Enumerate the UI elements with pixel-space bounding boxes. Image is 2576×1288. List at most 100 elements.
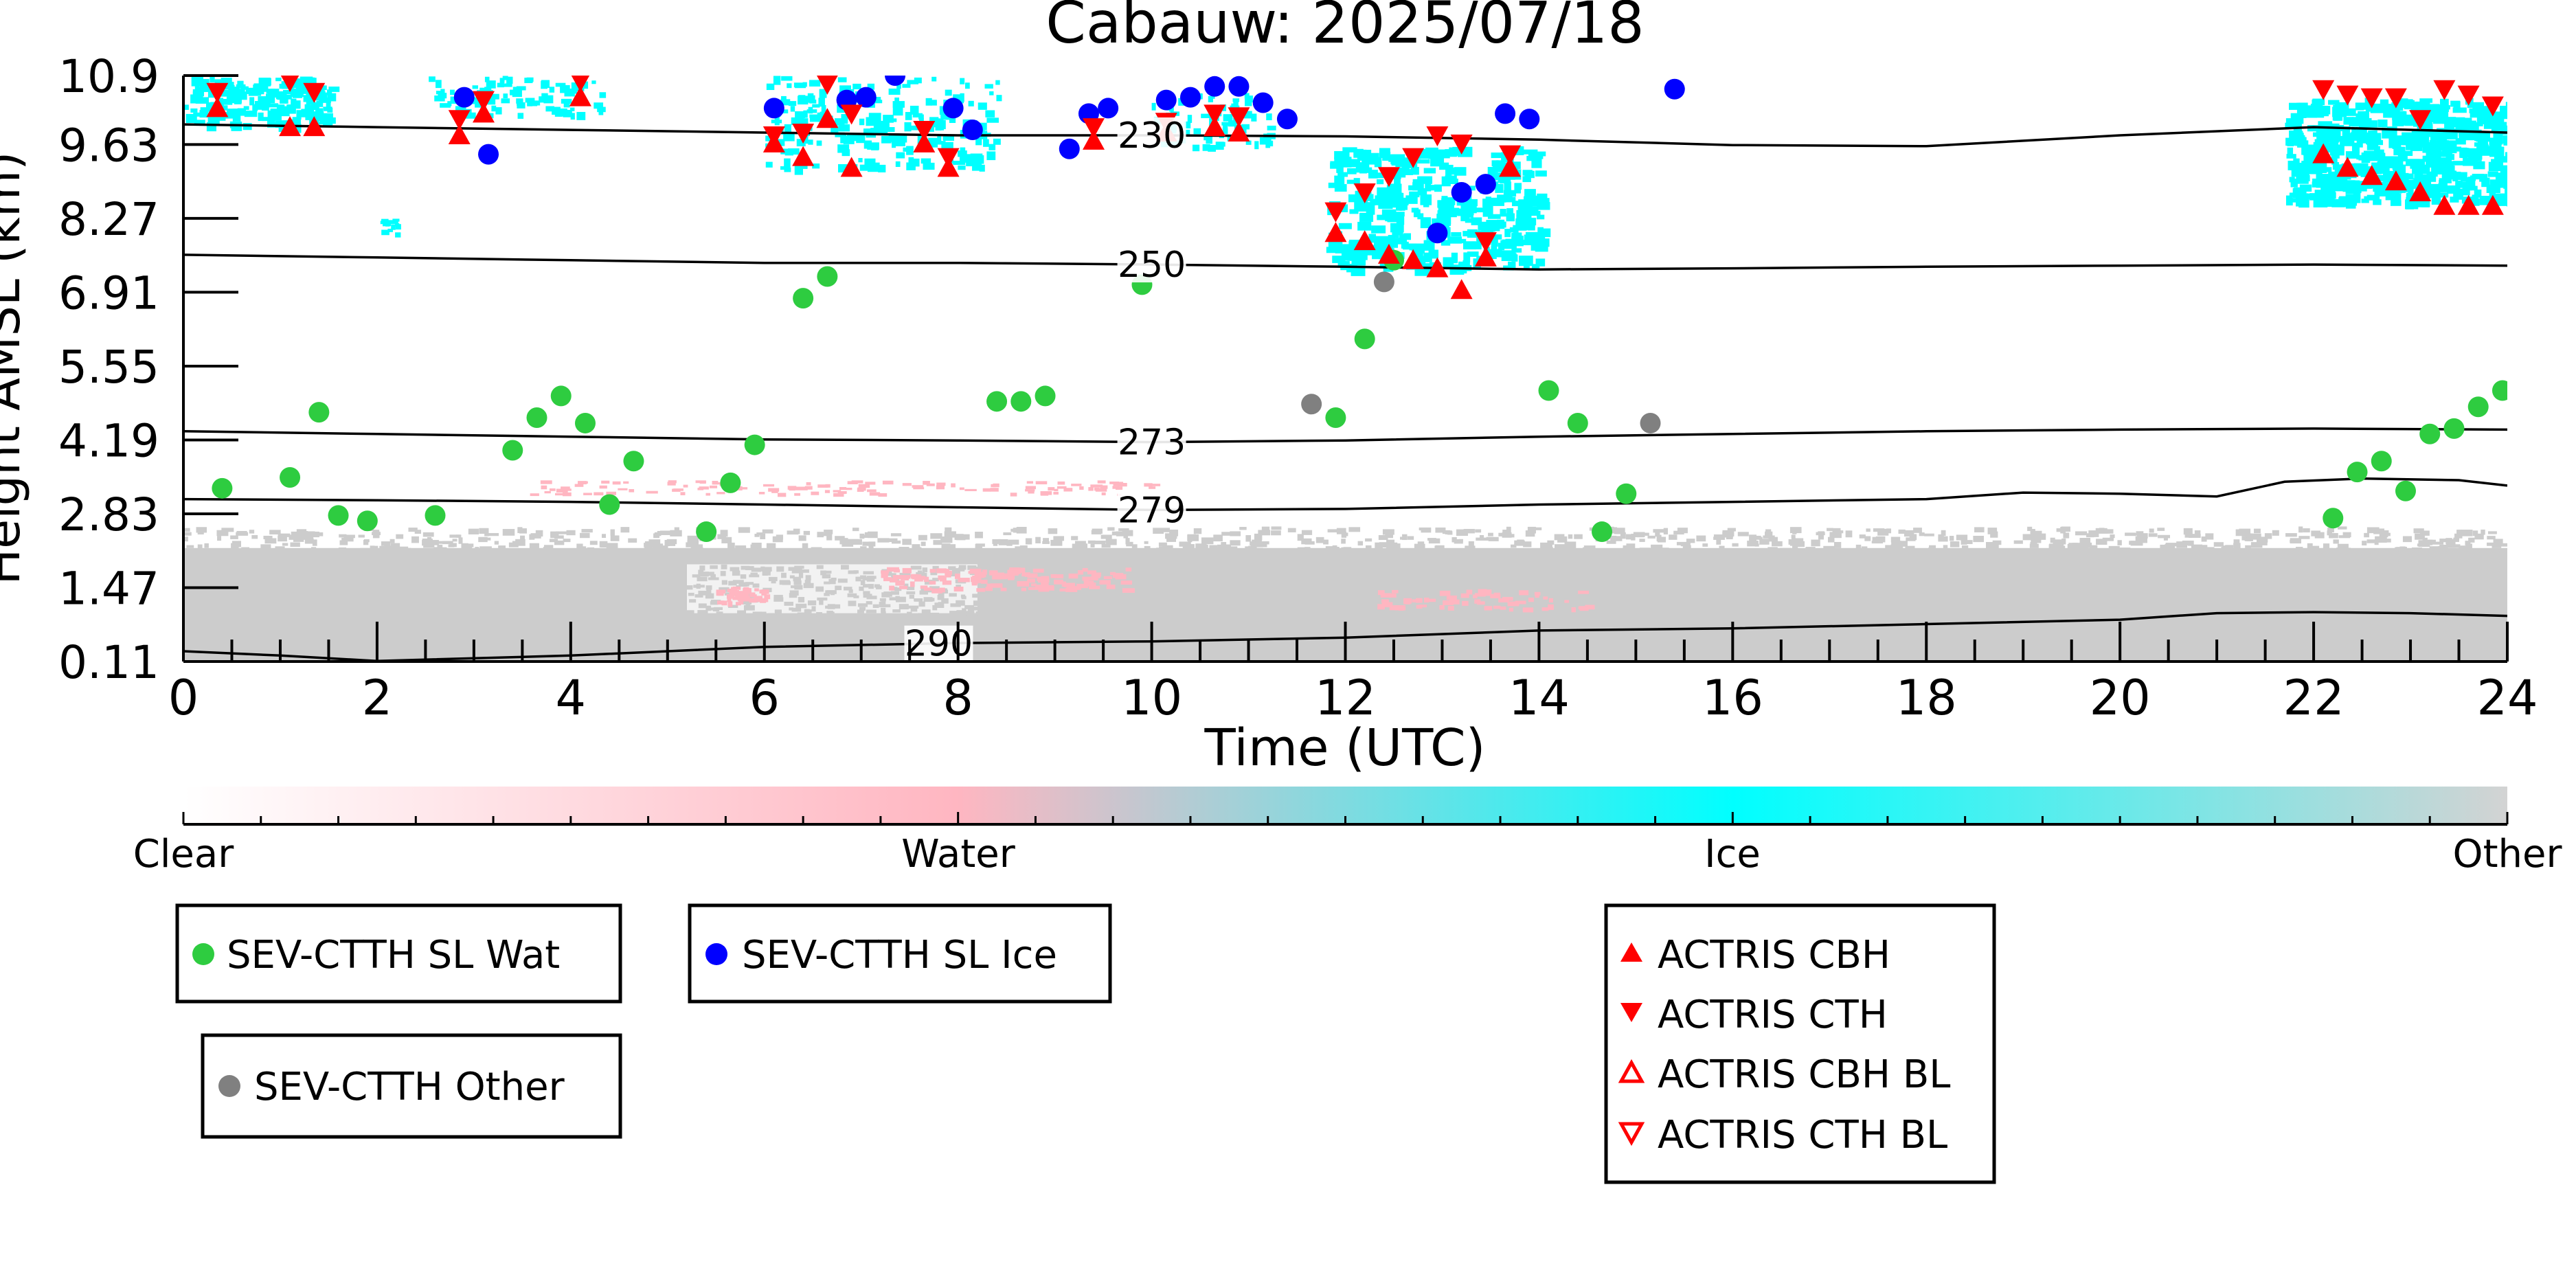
cloud-pixel [1377, 214, 1387, 221]
cloud-pixel [2075, 544, 2087, 549]
cloud-pixel [1037, 576, 1041, 581]
legend-marker-sev-water [192, 943, 214, 965]
cloud-pixel [910, 565, 922, 570]
cloud-pixel [1025, 489, 1035, 492]
cloud-pixel [824, 570, 832, 574]
cloud-pixel [975, 532, 983, 539]
cloud-pixel [738, 599, 744, 605]
cloud-pixel [1866, 528, 1871, 532]
cloud-pixel [2467, 104, 2474, 109]
cloud-pixel [1435, 149, 1450, 159]
cloud-pixel [529, 543, 539, 550]
cloud-pixel [1403, 233, 1412, 240]
cloud-pixel [2406, 198, 2420, 206]
cloud-pixel [793, 580, 802, 585]
cloud-pixel [1359, 150, 1372, 155]
cloud-pixel [833, 490, 841, 493]
cloud-pixel [752, 611, 762, 616]
cloud-pixel [939, 569, 950, 573]
cloud-pixel [839, 85, 851, 93]
cloud-pixel [946, 570, 952, 575]
legend-label-actris-cbh: ACTRIS CBH [1658, 933, 1890, 978]
cloud-pixel [912, 113, 923, 118]
cloud-pixel [1626, 543, 1636, 550]
cloud-pixel [863, 584, 873, 588]
cloud-pixel [2148, 533, 2158, 537]
cloud-pixel [1245, 546, 1256, 552]
cloud-pixel [2327, 528, 2334, 533]
cloud-pixel [721, 580, 727, 585]
cloud-pixel [2342, 126, 2351, 137]
legend-label-actris-cth: ACTRIS CTH [1658, 993, 1888, 1037]
cloud-pixel [1500, 606, 1506, 610]
cloud-pixel [781, 95, 787, 101]
cloud-pixel [827, 604, 835, 609]
cloud-pixel [920, 541, 926, 546]
cloud-pixel [2353, 192, 2361, 203]
cloud-pixel [819, 600, 824, 605]
cloud-pixel [1504, 229, 1511, 238]
cloud-pixel [1072, 543, 1083, 551]
cloud-pixel [740, 487, 748, 490]
cloud-pixel [1772, 541, 1783, 547]
cloud-pixel [1116, 486, 1123, 490]
cloud-pixel [920, 585, 928, 589]
cloud-pixel [817, 597, 828, 601]
cloud-pixel [821, 104, 826, 113]
data-point [1324, 202, 1347, 223]
cloud-pixel [1487, 166, 1495, 174]
cloud-pixel [1408, 185, 1417, 191]
cloud-pixel [1430, 251, 1438, 259]
cloud-pixel [899, 604, 909, 610]
cloud-pixel [988, 144, 996, 150]
cloud-pixel [961, 611, 968, 615]
cloud-pixel [1677, 528, 1688, 534]
cloud-pixel [890, 591, 899, 595]
cloud-pixel [1818, 531, 1824, 535]
cloud-pixel [1445, 166, 1452, 177]
cloud-pixel [1413, 209, 1421, 218]
cloud-pixel [1092, 528, 1103, 534]
x-tick-label: 14 [1509, 670, 1570, 726]
cloud-pixel [1439, 605, 1445, 610]
cloud-pixel [1335, 245, 1348, 251]
cloud-pixel [2351, 132, 2364, 139]
cloud-pixel [1417, 541, 1425, 547]
cloud-pixel [1041, 576, 1050, 579]
cloud-pixel [1267, 140, 1274, 147]
cloud-pixel [561, 98, 572, 104]
cloud-pixel [793, 576, 802, 582]
cloud-pixel [956, 610, 967, 614]
cloud-pixel [411, 536, 419, 543]
cloud-pixel [1221, 532, 1231, 536]
cloud-pixel [1327, 529, 1337, 533]
cloud-pixel [1153, 527, 1164, 534]
data-point [1450, 134, 1473, 155]
cloud-pixel [1498, 532, 1510, 536]
cloud-pixel [774, 116, 780, 126]
cloud-pixel [844, 587, 852, 591]
cloud-pixel [2505, 102, 2507, 108]
cloud-pixel [947, 544, 956, 551]
cloud-pixel [437, 544, 443, 548]
cloud-pixel [1101, 543, 1111, 548]
cloud-pixel [2500, 165, 2507, 175]
cloud-pixel [2445, 122, 2455, 131]
cloud-pixel [503, 93, 508, 98]
cloud-pixel [1564, 541, 1577, 549]
cloud-pixel [835, 118, 845, 126]
cloud-pixel [2439, 544, 2448, 550]
cloud-pixel [998, 539, 1008, 545]
cloud-pixel [475, 100, 482, 108]
cloud-pixel [2472, 530, 2478, 536]
data-point [2409, 110, 2432, 131]
data-point [1538, 380, 1559, 401]
cloud-pixel [690, 544, 703, 551]
cloud-pixel [339, 540, 348, 545]
cloud-pixel [896, 84, 901, 89]
cloud-pixel [2445, 538, 2452, 545]
cloud-pixel [597, 106, 606, 113]
cloud-pixel [1606, 540, 1616, 544]
cloud-pixel [1827, 528, 1833, 532]
